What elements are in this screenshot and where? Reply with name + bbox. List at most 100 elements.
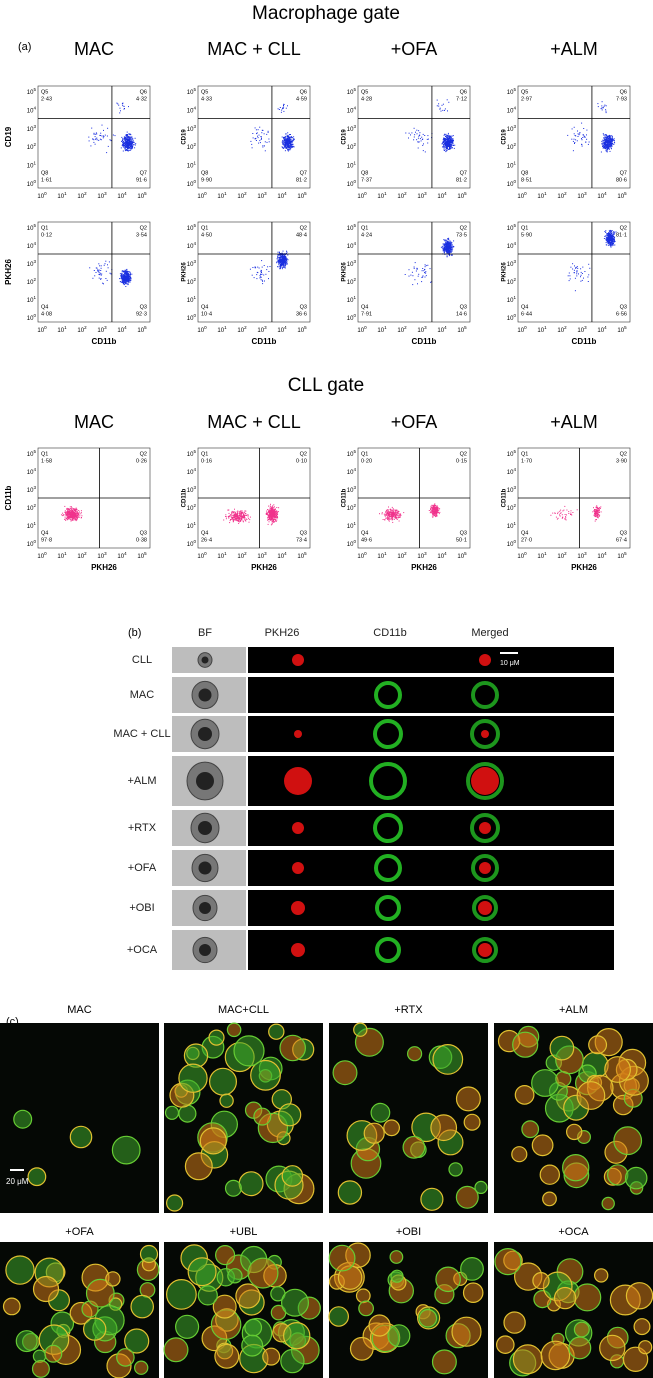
event-dot xyxy=(282,258,284,260)
event-dot xyxy=(442,243,444,245)
event-dot xyxy=(92,277,94,279)
tick-label: 103 xyxy=(507,259,517,267)
tick-exponent: 4 xyxy=(193,106,196,111)
quadrant-name: Q2 xyxy=(460,225,467,231)
event-dot xyxy=(287,139,289,141)
event-dot xyxy=(233,515,235,517)
event-dot xyxy=(240,519,242,521)
event-dot xyxy=(94,133,96,135)
event-dot xyxy=(610,139,611,141)
event-dot xyxy=(88,140,90,142)
tick-base: 10 xyxy=(27,280,34,286)
event-dot xyxy=(120,274,122,276)
event-dot xyxy=(444,244,445,246)
event-dot xyxy=(386,513,388,515)
event-dot xyxy=(448,246,450,248)
tick-exponent: 1 xyxy=(64,191,67,196)
event-dot xyxy=(121,278,123,280)
tick-exponent: 4 xyxy=(284,325,287,330)
event-dot xyxy=(613,143,615,145)
event-dot xyxy=(388,516,390,518)
event-dot xyxy=(74,508,76,510)
event-dot xyxy=(121,276,123,278)
event-dot xyxy=(606,135,608,137)
event-dot xyxy=(438,507,440,509)
event-dot xyxy=(389,518,391,520)
event-dot xyxy=(607,145,609,147)
event-dot xyxy=(125,143,127,145)
quadrant-value: 7·93 xyxy=(616,96,627,102)
event-dot xyxy=(610,241,612,243)
event-dot xyxy=(71,518,73,520)
tick-exponent: 3 xyxy=(104,191,107,196)
event-dot xyxy=(573,272,575,274)
event-dot xyxy=(130,141,132,143)
event-dot xyxy=(586,134,587,136)
event-dot xyxy=(67,513,69,514)
event-dot xyxy=(293,145,295,147)
event-dot xyxy=(284,257,286,259)
event-dot xyxy=(614,240,616,242)
tick-base: 10 xyxy=(277,194,284,200)
event-dot xyxy=(264,145,265,147)
tick-base: 10 xyxy=(377,328,384,334)
event-dot xyxy=(609,143,611,145)
event-dot xyxy=(416,129,418,131)
event-dot xyxy=(393,518,395,520)
event-dot xyxy=(393,512,395,514)
event-dot xyxy=(576,270,578,272)
event-dot xyxy=(419,138,421,140)
event-dot xyxy=(128,139,129,141)
event-dot xyxy=(605,105,607,107)
tick-label: 101 xyxy=(217,191,227,199)
event-dot xyxy=(98,269,100,271)
tick-base: 10 xyxy=(187,506,194,512)
event-dot xyxy=(261,273,263,275)
event-dot xyxy=(100,273,101,275)
event-dot xyxy=(127,141,129,143)
event-dot xyxy=(270,503,271,505)
event-dot xyxy=(242,516,244,518)
event-dot xyxy=(415,270,417,272)
event-dot xyxy=(244,516,246,518)
tick-base: 10 xyxy=(187,298,194,304)
event-dot xyxy=(443,248,445,250)
event-dot xyxy=(281,254,283,256)
event-dot xyxy=(429,512,431,514)
event-dot xyxy=(446,145,448,147)
event-dot xyxy=(582,134,584,136)
event-dot xyxy=(424,151,426,153)
event-dot xyxy=(285,141,287,143)
event-dot xyxy=(236,511,238,513)
event-dot xyxy=(277,511,279,513)
event-dot xyxy=(65,514,67,516)
event-dot xyxy=(446,256,448,258)
event-dot xyxy=(274,518,276,520)
event-dot xyxy=(420,140,422,142)
quadrant-value: 81·2 xyxy=(296,177,307,183)
event-dot xyxy=(279,252,280,254)
event-dot xyxy=(270,507,272,509)
event-dot xyxy=(572,268,574,270)
tick-label: 101 xyxy=(347,161,357,169)
event-dot xyxy=(605,238,607,240)
event-dot xyxy=(269,511,271,513)
event-dot xyxy=(223,519,225,521)
event-dot xyxy=(609,236,611,238)
event-dot xyxy=(443,249,444,251)
tick-base: 10 xyxy=(347,163,354,169)
event-dot xyxy=(605,143,607,145)
event-dot xyxy=(254,138,256,140)
event-dot xyxy=(241,517,243,519)
event-dot xyxy=(232,516,234,518)
event-dot xyxy=(126,149,128,151)
event-dot xyxy=(273,515,275,517)
event-dot xyxy=(127,148,129,150)
event-dot xyxy=(288,142,290,144)
event-dot xyxy=(604,143,606,145)
event-dot xyxy=(99,265,101,267)
event-dot xyxy=(431,512,433,514)
event-dot xyxy=(251,147,253,149)
event-dot xyxy=(612,231,614,233)
event-dot xyxy=(394,515,396,517)
